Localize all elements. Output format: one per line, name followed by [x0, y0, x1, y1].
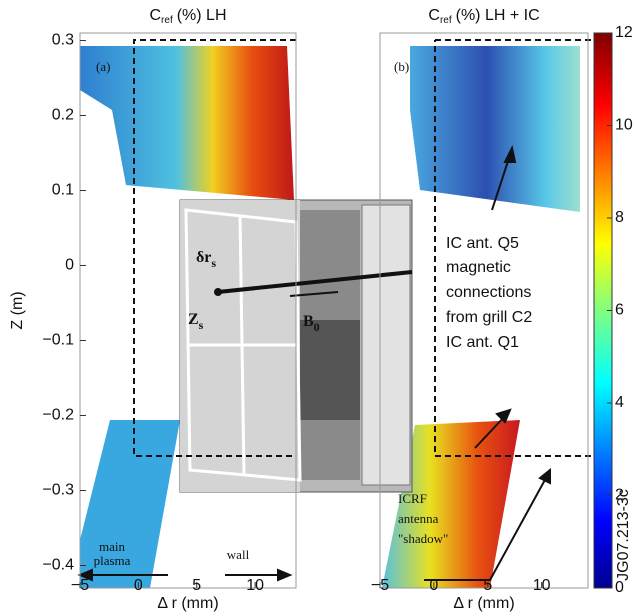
- figure: Cref (%) LH Δ r (mm) Z (m) −5 0 5 10 −0.4 −0.3 −0.…: [0, 0, 634, 616]
- y-tick-label: −0.3: [42, 482, 74, 499]
- y-axis-label: Z (m): [9, 291, 26, 329]
- x-axis-label: Δ r (mm): [157, 595, 218, 612]
- annotation: from grill C2: [446, 309, 532, 326]
- annotation: IC ant. Q5: [446, 235, 519, 252]
- colorbar-tick-label: 10: [615, 117, 633, 134]
- annotation: "shadow": [398, 531, 448, 546]
- title-part: (%) LH: [177, 7, 227, 24]
- annotation: main: [99, 539, 125, 554]
- x-tick-label: 5: [483, 577, 492, 594]
- x-tick-label: 0: [429, 577, 438, 594]
- inset-label-sub: 0: [314, 320, 320, 334]
- inset-label-text: Z: [188, 311, 199, 328]
- title-part: C: [149, 7, 161, 24]
- y-tick-label: 0.3: [52, 32, 74, 49]
- panel-title: Cref (%) LH: [149, 7, 226, 25]
- x-tick-label: 10: [533, 577, 551, 594]
- colorbar-tick-label: 4: [615, 394, 624, 411]
- y-tick-label: 0: [65, 257, 74, 274]
- annotation: (b): [394, 59, 409, 74]
- inset-label-text: δr: [196, 249, 211, 266]
- inset-label-sub: s: [211, 256, 216, 270]
- title-part: ref: [161, 15, 173, 26]
- figure-id: JG07.213-3c: [615, 489, 632, 581]
- annotation: antenna: [398, 511, 439, 526]
- x-tick-label: 0: [134, 577, 143, 594]
- title-part: (%) LH + IC: [456, 7, 540, 24]
- inset-label-sub: s: [199, 318, 204, 332]
- x-tick-label: −5: [71, 577, 89, 594]
- x-tick-label: 5: [192, 577, 201, 594]
- y-tick-label: 0.2: [52, 107, 74, 124]
- y-tick-label: 0.1: [52, 182, 74, 199]
- annotation: magnetic: [446, 259, 511, 276]
- x-axis-label: Δ r (mm): [453, 595, 514, 612]
- y-tick-label: −0.1: [42, 332, 74, 349]
- x-tick-label: 10: [246, 577, 264, 594]
- x-tick-label: −5: [371, 577, 389, 594]
- colorbar-tick-label: 12: [615, 24, 633, 41]
- annotation: plasma: [94, 553, 131, 568]
- title-part: C: [428, 7, 440, 24]
- annotation: IC ant. Q1: [446, 334, 519, 351]
- annotation: (a): [96, 59, 110, 74]
- annotation: wall: [227, 547, 250, 562]
- panel-title: Cref (%) LH + IC: [428, 7, 539, 25]
- inset-label-text: B: [303, 313, 314, 330]
- heatmap-region: [80, 46, 294, 200]
- y-tick-label: −0.2: [42, 407, 74, 424]
- colorbar-tick-label: 8: [615, 209, 624, 226]
- colorbar-tick-label: 6: [615, 302, 624, 319]
- y-tick-label: −0.4: [42, 557, 74, 574]
- title-part: ref: [440, 15, 452, 26]
- annotation: connections: [446, 284, 531, 301]
- annotation: ICRF: [398, 491, 427, 506]
